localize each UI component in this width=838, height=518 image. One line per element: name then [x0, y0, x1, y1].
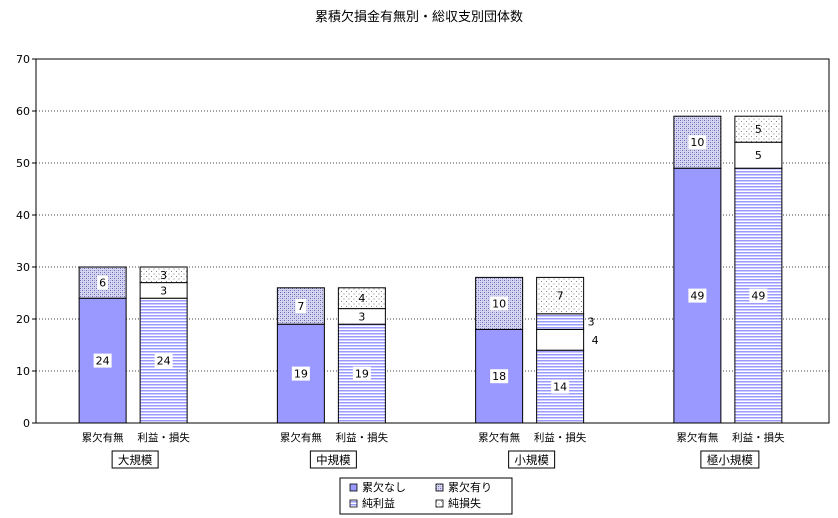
x-bar-label: 利益・損失 [732, 431, 785, 444]
label-empty-segment: 3 [358, 310, 365, 323]
label-net-loss: 3 [160, 269, 167, 282]
label-net-profit: 14 [553, 381, 567, 394]
label-net-profit: 19 [355, 368, 369, 381]
label-empty-segment-bg [752, 148, 764, 163]
label-no-deficit: 18 [492, 370, 506, 383]
label-net-profit-bg [749, 288, 768, 303]
legend-label-no-deficit: 累欠なし [362, 480, 406, 494]
label-has-deficit: 7 [297, 300, 304, 313]
label-side: 4 [592, 334, 599, 347]
x-bar-label: 累欠有無 [280, 431, 322, 444]
legend: 累欠なし 累欠有り 純利益 純損失 [339, 477, 513, 515]
label-has-deficit: 6 [99, 277, 106, 290]
label-net-profit-bg [551, 379, 570, 394]
label-net-profit: 49 [751, 290, 765, 303]
label-net-profit: 24 [157, 355, 171, 368]
y-tick-label: 70 [16, 53, 30, 66]
x-bar-label: 累欠有無 [82, 431, 124, 444]
x-bar-label: 利益・損失 [137, 431, 190, 444]
label-mid: 3 [588, 316, 595, 329]
label-empty-segment: 3 [160, 284, 167, 297]
label-net-loss: 5 [755, 123, 762, 136]
y-tick-label: 40 [16, 209, 30, 222]
bar-empty-segment [536, 328, 585, 351]
group-label: 小規模 [514, 453, 549, 467]
label-no-deficit-bg [93, 353, 112, 368]
label-no-deficit: 24 [96, 355, 110, 368]
bar-series: 24 6 24 3 3 19 7 19 3 4 18 10 14 4 3 7 49 10 49 5 5 [78, 115, 783, 424]
label-has-deficit: 10 [492, 297, 506, 310]
legend-label-net-loss: 純損失 [448, 496, 481, 510]
legend-swatch-has-deficit [435, 483, 444, 492]
y-tick-label: 10 [16, 365, 30, 378]
chart-title: 累積欠損金有無別・総収支別団体数 [315, 9, 523, 25]
label-empty-segment: 5 [755, 149, 762, 162]
label-net-profit-bg [352, 366, 371, 381]
label-net-loss: 4 [358, 292, 365, 305]
label-has-deficit: 10 [690, 136, 704, 149]
legend-swatch-no-deficit [349, 483, 358, 492]
label-has-deficit-bg [295, 299, 307, 313]
label-empty-segment-bg [356, 309, 368, 324]
y-tick-label: 0 [23, 417, 30, 430]
x-bar-label: 利益・損失 [336, 431, 389, 444]
legend-box [339, 477, 513, 515]
y-tick-label: 30 [16, 261, 30, 274]
y-tick-label: 50 [16, 157, 30, 170]
y-tick-label: 20 [16, 313, 30, 326]
label-has-deficit-bg [688, 135, 707, 150]
label-has-deficit-bg [490, 296, 509, 311]
label-no-deficit-bg [490, 369, 509, 384]
bar-net-loss [139, 266, 188, 284]
legend-label-net-profit: 純利益 [362, 496, 395, 510]
label-net-profit-bg [154, 353, 173, 368]
label-net-loss: 7 [557, 290, 564, 303]
label-has-deficit-bg [97, 275, 109, 290]
legend-swatch-net-profit [349, 499, 358, 508]
group-label-box [309, 450, 357, 469]
group-label-box [111, 450, 159, 469]
group-label-box [508, 450, 556, 469]
bar-net-loss [337, 287, 386, 310]
bar-mid-segment [536, 313, 585, 330]
label-no-deficit-bg [291, 366, 310, 381]
legend-label-has-deficit: 累欠有り [448, 480, 492, 494]
y-axis: 0 10 20 30 40 50 60 70 [16, 53, 36, 430]
x-bar-label: 累欠有無 [676, 431, 718, 444]
group-label: 中規模 [316, 453, 351, 467]
x-bar-label: 利益・損失 [534, 431, 587, 444]
label-no-deficit: 49 [690, 290, 704, 303]
group-label-box [700, 450, 760, 469]
group-label: 極小規模 [707, 453, 753, 467]
label-no-deficit: 19 [294, 368, 308, 381]
label-empty-segment-bg [158, 283, 170, 298]
bar-net-loss [734, 115, 783, 143]
bar-net-loss [536, 276, 585, 315]
y-tick-label: 60 [16, 105, 30, 118]
group-label: 大規模 [118, 453, 153, 467]
legend-swatch-net-loss [435, 499, 444, 508]
x-bar-label: 累欠有無 [478, 431, 520, 444]
label-no-deficit-bg [688, 288, 707, 303]
